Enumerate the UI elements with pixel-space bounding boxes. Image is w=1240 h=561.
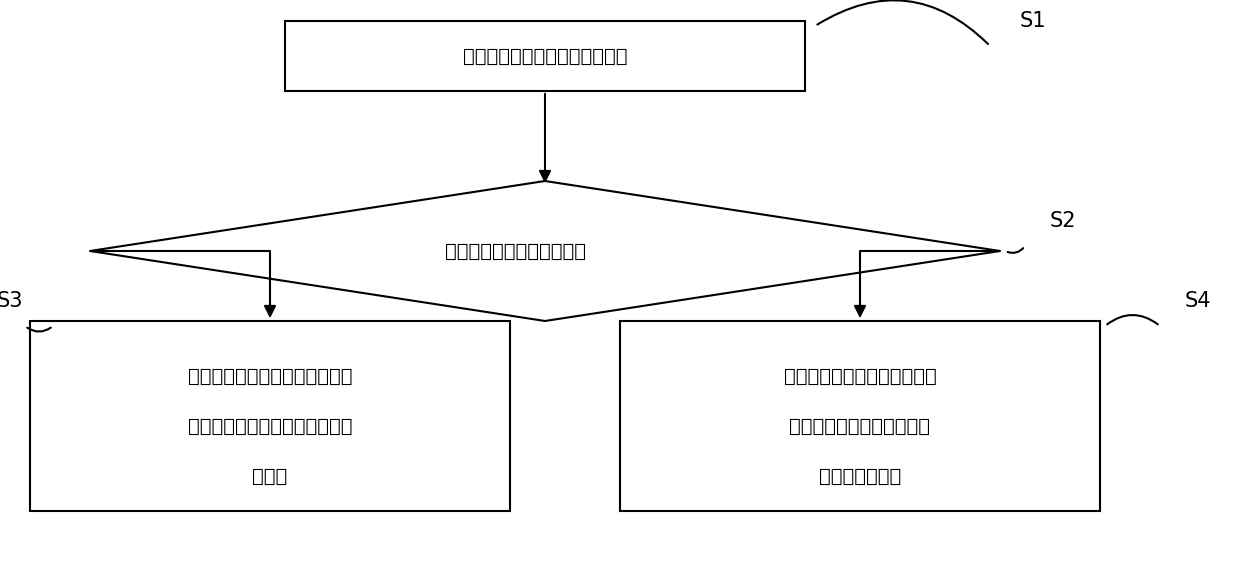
Bar	[620, 321, 1100, 511]
Text: S3: S3	[0, 291, 24, 311]
Text: 数，则增加该制冷系统的冷剂循: 数，则增加该制冷系统的冷剂循	[187, 416, 352, 435]
Bar	[30, 321, 510, 511]
Text: 若所述运行参数大于所述目标: 若所述运行参数大于所述目标	[784, 366, 936, 385]
Text: S4: S4	[1185, 291, 1211, 311]
Text: 的冷剂循环量。: 的冷剂循环量。	[818, 467, 901, 485]
Text: 获取所述制冷系统的运行参数；: 获取所述制冷系统的运行参数；	[463, 47, 627, 66]
Text: 环量；: 环量；	[253, 467, 288, 485]
Text: S2: S2	[1050, 211, 1076, 231]
Text: S1: S1	[1021, 11, 1047, 31]
Text: 若所述运行参数小于所述目标参: 若所述运行参数小于所述目标参	[187, 366, 352, 385]
Text: 比较运行参数和目标参数；: 比较运行参数和目标参数；	[444, 241, 585, 260]
Text: 标参数，则减少该制冷系统: 标参数，则减少该制冷系统	[790, 416, 930, 435]
Bar	[285, 21, 805, 91]
